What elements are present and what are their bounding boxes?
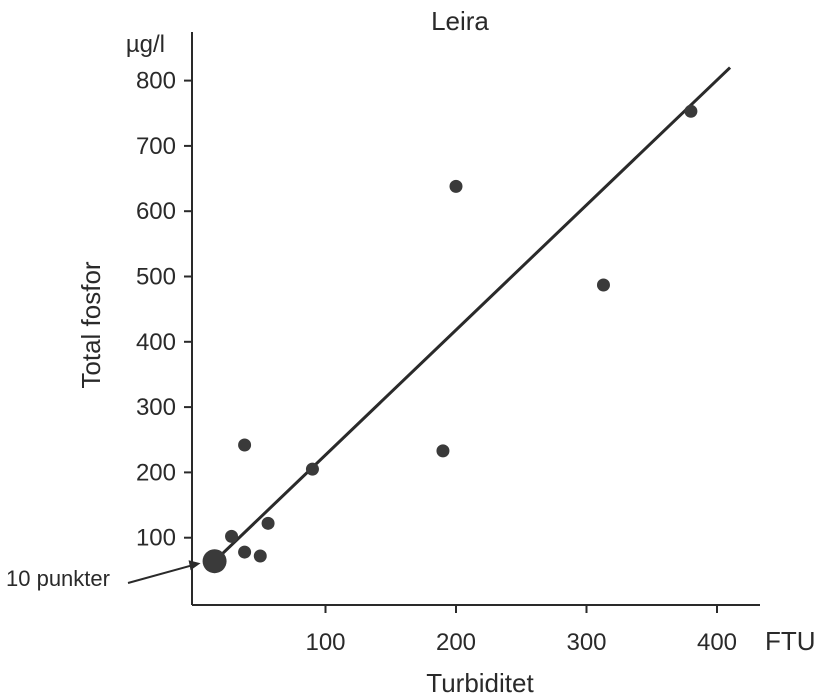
y-tick-label: 700 bbox=[136, 133, 176, 160]
x-tick-label: 200 bbox=[436, 629, 476, 656]
y-axis-label: Total fosfor bbox=[76, 261, 106, 389]
y-ticks: 100 200 300 400 500 600 700 800 bbox=[136, 68, 192, 552]
data-point bbox=[305, 462, 319, 476]
data-point bbox=[238, 438, 252, 452]
data-point bbox=[684, 104, 698, 118]
cluster-point bbox=[202, 549, 227, 574]
y-tick-label: 800 bbox=[136, 68, 176, 95]
cluster-arrow bbox=[127, 564, 193, 584]
cluster-label: 10 punkter bbox=[6, 566, 110, 591]
y-tick-label: 200 bbox=[136, 459, 176, 486]
data-point bbox=[449, 179, 463, 193]
x-tick-label: 300 bbox=[566, 629, 606, 656]
x-axis-label: Turbiditet bbox=[426, 668, 534, 698]
chart-title: Leira bbox=[431, 6, 489, 36]
data-point bbox=[253, 549, 267, 563]
y-tick-label: 100 bbox=[136, 525, 176, 552]
cluster-arrowhead bbox=[188, 560, 201, 571]
x-unit-label: FTU bbox=[765, 626, 816, 656]
regression-line bbox=[213, 66, 732, 563]
data-point bbox=[436, 444, 450, 458]
data-point bbox=[225, 529, 239, 543]
y-tick-label: 500 bbox=[136, 264, 176, 291]
y-unit-label: µg/l bbox=[126, 31, 165, 58]
x-tick-label: 100 bbox=[305, 629, 345, 656]
y-tick-label: 600 bbox=[136, 198, 176, 225]
data-point bbox=[261, 516, 275, 530]
data-points bbox=[225, 104, 698, 563]
y-tick-label: 400 bbox=[136, 329, 176, 356]
data-point bbox=[238, 545, 252, 559]
x-ticks: 100 200 300 400 bbox=[305, 605, 737, 656]
data-point bbox=[596, 278, 610, 292]
y-tick-label: 300 bbox=[136, 394, 176, 421]
x-tick-label: 400 bbox=[697, 629, 737, 656]
